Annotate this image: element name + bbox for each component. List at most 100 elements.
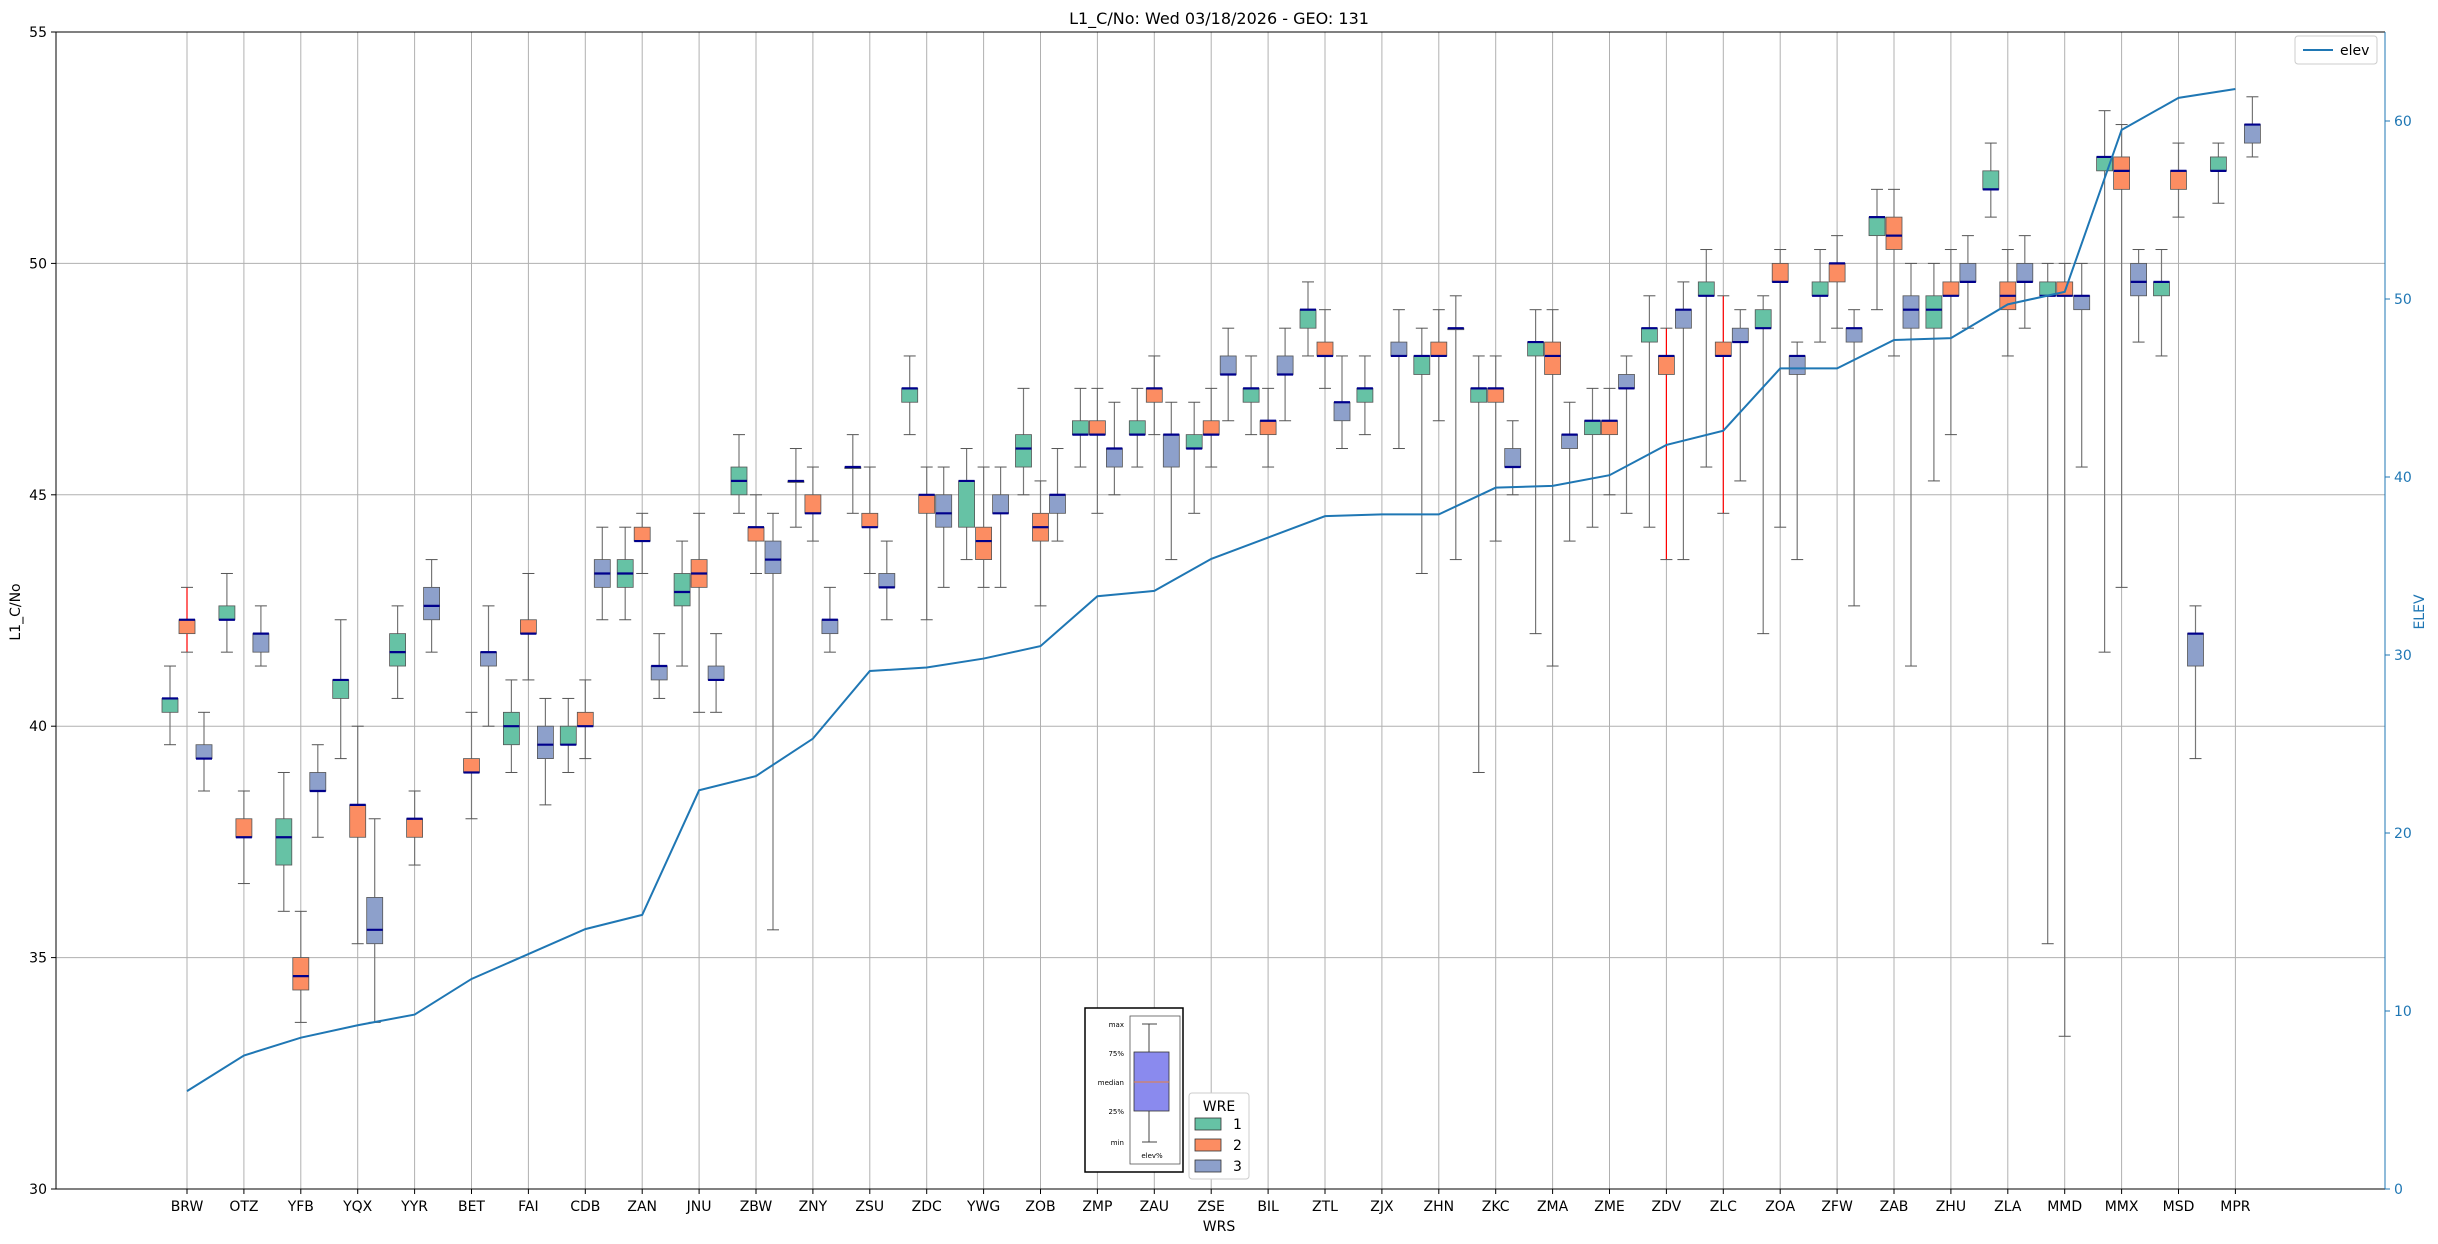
box-body bbox=[878, 573, 896, 588]
box-body bbox=[1504, 448, 1522, 468]
box-1-ZTL bbox=[1299, 281, 1317, 357]
y2-axis-label: ELEV bbox=[2412, 594, 2428, 629]
box-3-ZAU bbox=[1162, 401, 1180, 561]
box-body bbox=[1390, 341, 1408, 357]
box-2-ZTL bbox=[1316, 309, 1334, 389]
box-1-ZNY bbox=[787, 448, 805, 528]
box-body bbox=[332, 679, 350, 699]
x-tick-label: ZOB bbox=[1025, 1199, 1055, 1215]
box-body bbox=[1925, 295, 1943, 329]
x-tick-label: ZFW bbox=[1821, 1199, 1853, 1215]
box-2-YFB bbox=[292, 910, 310, 1023]
box-layer bbox=[161, 96, 2261, 1037]
box-2-CDB bbox=[576, 679, 594, 760]
box-body bbox=[2209, 156, 2227, 172]
y2-tick-label: 0 bbox=[2394, 1182, 2403, 1198]
box-body bbox=[1089, 420, 1106, 436]
box-3-ZOA bbox=[1788, 341, 1806, 561]
x-tick-label: JNU bbox=[686, 1199, 712, 1215]
box-body bbox=[1658, 355, 1675, 375]
x-tick-label: BET bbox=[458, 1199, 485, 1215]
box-1-ZSU bbox=[844, 434, 862, 514]
y2-tick-label: 20 bbox=[2394, 826, 2412, 842]
box-3-YFB bbox=[309, 744, 327, 838]
x-tick-label: ZME bbox=[1594, 1199, 1625, 1215]
box-body bbox=[1561, 434, 1578, 449]
box-body bbox=[1845, 327, 1863, 343]
box-body bbox=[1015, 434, 1032, 468]
box-body bbox=[1430, 341, 1448, 357]
box-body bbox=[1675, 309, 1692, 329]
x-tick-label: ZBW bbox=[740, 1199, 773, 1215]
box-body bbox=[480, 651, 497, 667]
box-2-BRW bbox=[178, 586, 196, 653]
legend-elev-frame bbox=[2294, 35, 2378, 65]
x-tick-label: ZLA bbox=[1994, 1199, 2022, 1215]
box-body bbox=[1641, 327, 1658, 343]
box-1-ZDC bbox=[901, 355, 919, 436]
y-tick-label: 50 bbox=[29, 256, 47, 272]
y-tick-label: 35 bbox=[29, 951, 47, 967]
y2-tick-label: 30 bbox=[2394, 648, 2412, 664]
box-3-ZDC bbox=[935, 466, 953, 588]
box-body bbox=[1185, 434, 1203, 449]
x-tick-label: ZMA bbox=[1537, 1199, 1569, 1215]
box-2-ZDC bbox=[918, 466, 936, 621]
box-body bbox=[1072, 420, 1089, 436]
box-1-FAI bbox=[502, 679, 520, 773]
box-body bbox=[1106, 448, 1123, 468]
box-body bbox=[633, 526, 651, 542]
box-body bbox=[1731, 327, 1749, 343]
box-body bbox=[707, 665, 725, 681]
box-body bbox=[463, 758, 480, 773]
x-tick-label: ZSE bbox=[1198, 1199, 1225, 1215]
box-body bbox=[1333, 401, 1351, 422]
box-body bbox=[1601, 420, 1618, 436]
box-1-YFB bbox=[275, 771, 293, 912]
box-body bbox=[2187, 633, 2204, 667]
box-body bbox=[764, 540, 782, 574]
box-2-ZAB bbox=[1885, 188, 1903, 357]
box-body bbox=[389, 633, 407, 667]
box-body bbox=[2243, 124, 2261, 144]
box-1-JNU bbox=[673, 540, 691, 667]
box-3-YQX bbox=[366, 818, 384, 1023]
box-2-ZBW bbox=[747, 494, 765, 574]
box-body bbox=[1242, 387, 1260, 403]
box-2-ZAU bbox=[1145, 355, 1163, 436]
box-2-ZAN bbox=[633, 512, 651, 574]
box-3-BIL bbox=[1276, 327, 1294, 422]
box-body bbox=[1828, 262, 1846, 283]
box-1-ZAN bbox=[616, 526, 634, 621]
box-1-ZSE bbox=[1185, 401, 1203, 514]
box-2-ZFW bbox=[1828, 235, 1846, 329]
box-1-YQX bbox=[332, 619, 350, 760]
box-2-ZOA bbox=[1771, 249, 1789, 528]
box-2-JNU bbox=[690, 512, 708, 713]
box-body bbox=[1276, 355, 1294, 375]
box-body bbox=[292, 957, 310, 991]
x-tick-label: ZMP bbox=[1082, 1199, 1112, 1215]
x-tick-label: YFB bbox=[287, 1199, 314, 1215]
box-body bbox=[309, 772, 327, 792]
box-3-ZSE bbox=[1219, 327, 1237, 422]
box-body bbox=[1049, 494, 1066, 514]
box-3-ZHU bbox=[1959, 235, 1977, 329]
box-1-ZHU bbox=[1925, 262, 1943, 482]
box-3-MSD bbox=[2187, 605, 2204, 760]
box-body bbox=[1544, 341, 1561, 375]
box-body bbox=[1811, 281, 1829, 297]
box-3-YYR bbox=[423, 559, 441, 653]
x-tick-label: ZKC bbox=[1482, 1199, 1510, 1215]
box-1-CDB bbox=[559, 697, 577, 773]
box-2-MMX bbox=[2113, 124, 2131, 588]
box-2-FAI bbox=[520, 572, 537, 681]
box-1-ZAU bbox=[1128, 387, 1146, 468]
box-body bbox=[975, 526, 992, 560]
y-axis-label: L1_C/No bbox=[8, 583, 24, 640]
box-1-YYR bbox=[389, 605, 407, 699]
y-tick-label: 40 bbox=[29, 719, 47, 735]
box-body bbox=[195, 744, 213, 759]
